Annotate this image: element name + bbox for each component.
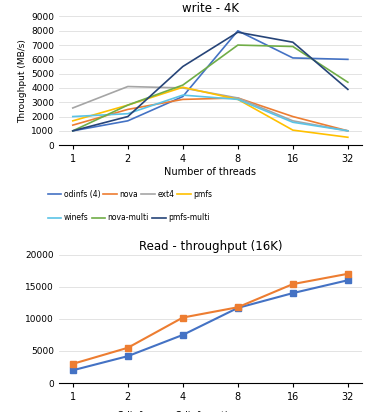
- Title: Read - throughput (16K): Read - throughput (16K): [139, 240, 282, 253]
- Legend: Odinfs, Odinfs-opti: Odinfs, Odinfs-opti: [94, 411, 229, 412]
- X-axis label: Number of threads: Number of threads: [164, 167, 256, 177]
- Y-axis label: Throughput (MB/s): Throughput (MB/s): [18, 39, 27, 123]
- Title: write - 4K: write - 4K: [182, 2, 239, 15]
- Legend: winefs, nova-multi, pmfs-multi: winefs, nova-multi, pmfs-multi: [48, 213, 210, 222]
